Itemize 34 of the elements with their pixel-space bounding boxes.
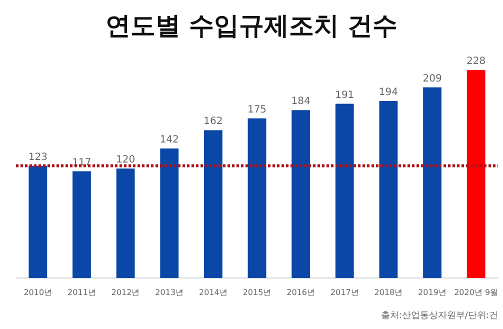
bar [160,148,179,278]
x-tick-label: 2012년 [111,288,140,297]
data-label: 228 [466,56,486,67]
x-tick-label: 2015년 [242,288,272,297]
x-tick-label: 2017년 [330,288,359,297]
x-tick-label: 2014년 [199,288,228,297]
bar [292,110,310,278]
bar [466,70,486,278]
bar [204,130,222,278]
data-label: 142 [160,134,179,146]
data-label: 175 [247,104,267,116]
data-label: 209 [422,73,442,84]
data-label: 123 [28,152,48,163]
bar [248,118,266,278]
bar [116,168,135,278]
source-note: 출처:산업통상자원부/단위:건 [380,311,498,321]
bar [72,171,91,278]
bar [379,101,398,278]
x-tick-label: 2013년 [155,288,184,297]
bar [423,87,442,278]
chart-title: 연도별 수입규제조치 건수 [105,11,398,40]
data-label: 194 [378,87,398,98]
data-label: 191 [335,90,354,101]
data-label: 184 [291,96,310,108]
x-tick-label: 2010년 [24,288,52,297]
x-tick-label: 2011년 [68,288,96,297]
data-label: 162 [204,116,223,128]
bar [335,104,354,278]
x-tick-label: 2020년 9월 [454,288,498,297]
bar [28,166,48,278]
x-tick-label: 2018년 [374,288,403,297]
x-tick-label: 2019년 [418,288,446,297]
x-tick-label: 2016년 [286,288,315,297]
data-label: 120 [116,154,136,166]
